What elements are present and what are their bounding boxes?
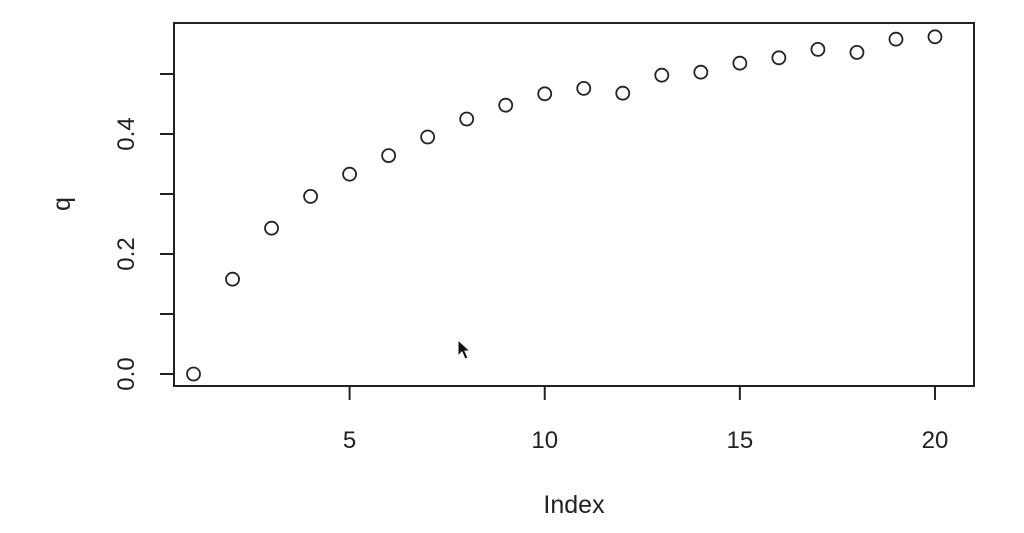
data-point bbox=[498, 97, 514, 113]
data-point bbox=[771, 50, 787, 66]
data-point bbox=[342, 166, 358, 182]
x-tick-label: 10 bbox=[531, 427, 558, 454]
y-axis: 0.0 0.2 0.4 bbox=[113, 73, 175, 391]
data-point bbox=[654, 67, 670, 83]
plot-frame bbox=[173, 22, 975, 387]
data-point bbox=[537, 86, 553, 102]
y-tick-label: 0.0 bbox=[113, 357, 140, 390]
data-point bbox=[927, 29, 943, 45]
data-point bbox=[186, 366, 201, 382]
data-point bbox=[381, 148, 397, 164]
x-axis: 5 10 15 20 bbox=[343, 385, 949, 454]
data-point bbox=[849, 45, 865, 60]
y-tick-label: 0.4 bbox=[113, 117, 140, 150]
data-point bbox=[615, 85, 631, 101]
data-point bbox=[576, 81, 592, 96]
data-point bbox=[732, 55, 748, 71]
x-tick-label: 20 bbox=[922, 427, 949, 454]
x-axis-title: Index bbox=[543, 491, 605, 519]
data-point bbox=[420, 129, 436, 145]
data-point bbox=[303, 188, 318, 204]
mouse-pointer-icon bbox=[457, 339, 472, 360]
x-tick-label: 5 bbox=[343, 427, 356, 454]
y-axis-title: q bbox=[48, 197, 76, 211]
data-point bbox=[810, 42, 826, 57]
data-point bbox=[693, 64, 709, 80]
data-point bbox=[264, 220, 279, 236]
y-tick-label: 0.2 bbox=[113, 237, 140, 270]
data-point bbox=[459, 111, 475, 127]
data-point bbox=[888, 31, 904, 47]
x-tick-label: 15 bbox=[727, 427, 754, 454]
data-point bbox=[225, 271, 240, 287]
data-points bbox=[186, 29, 943, 382]
